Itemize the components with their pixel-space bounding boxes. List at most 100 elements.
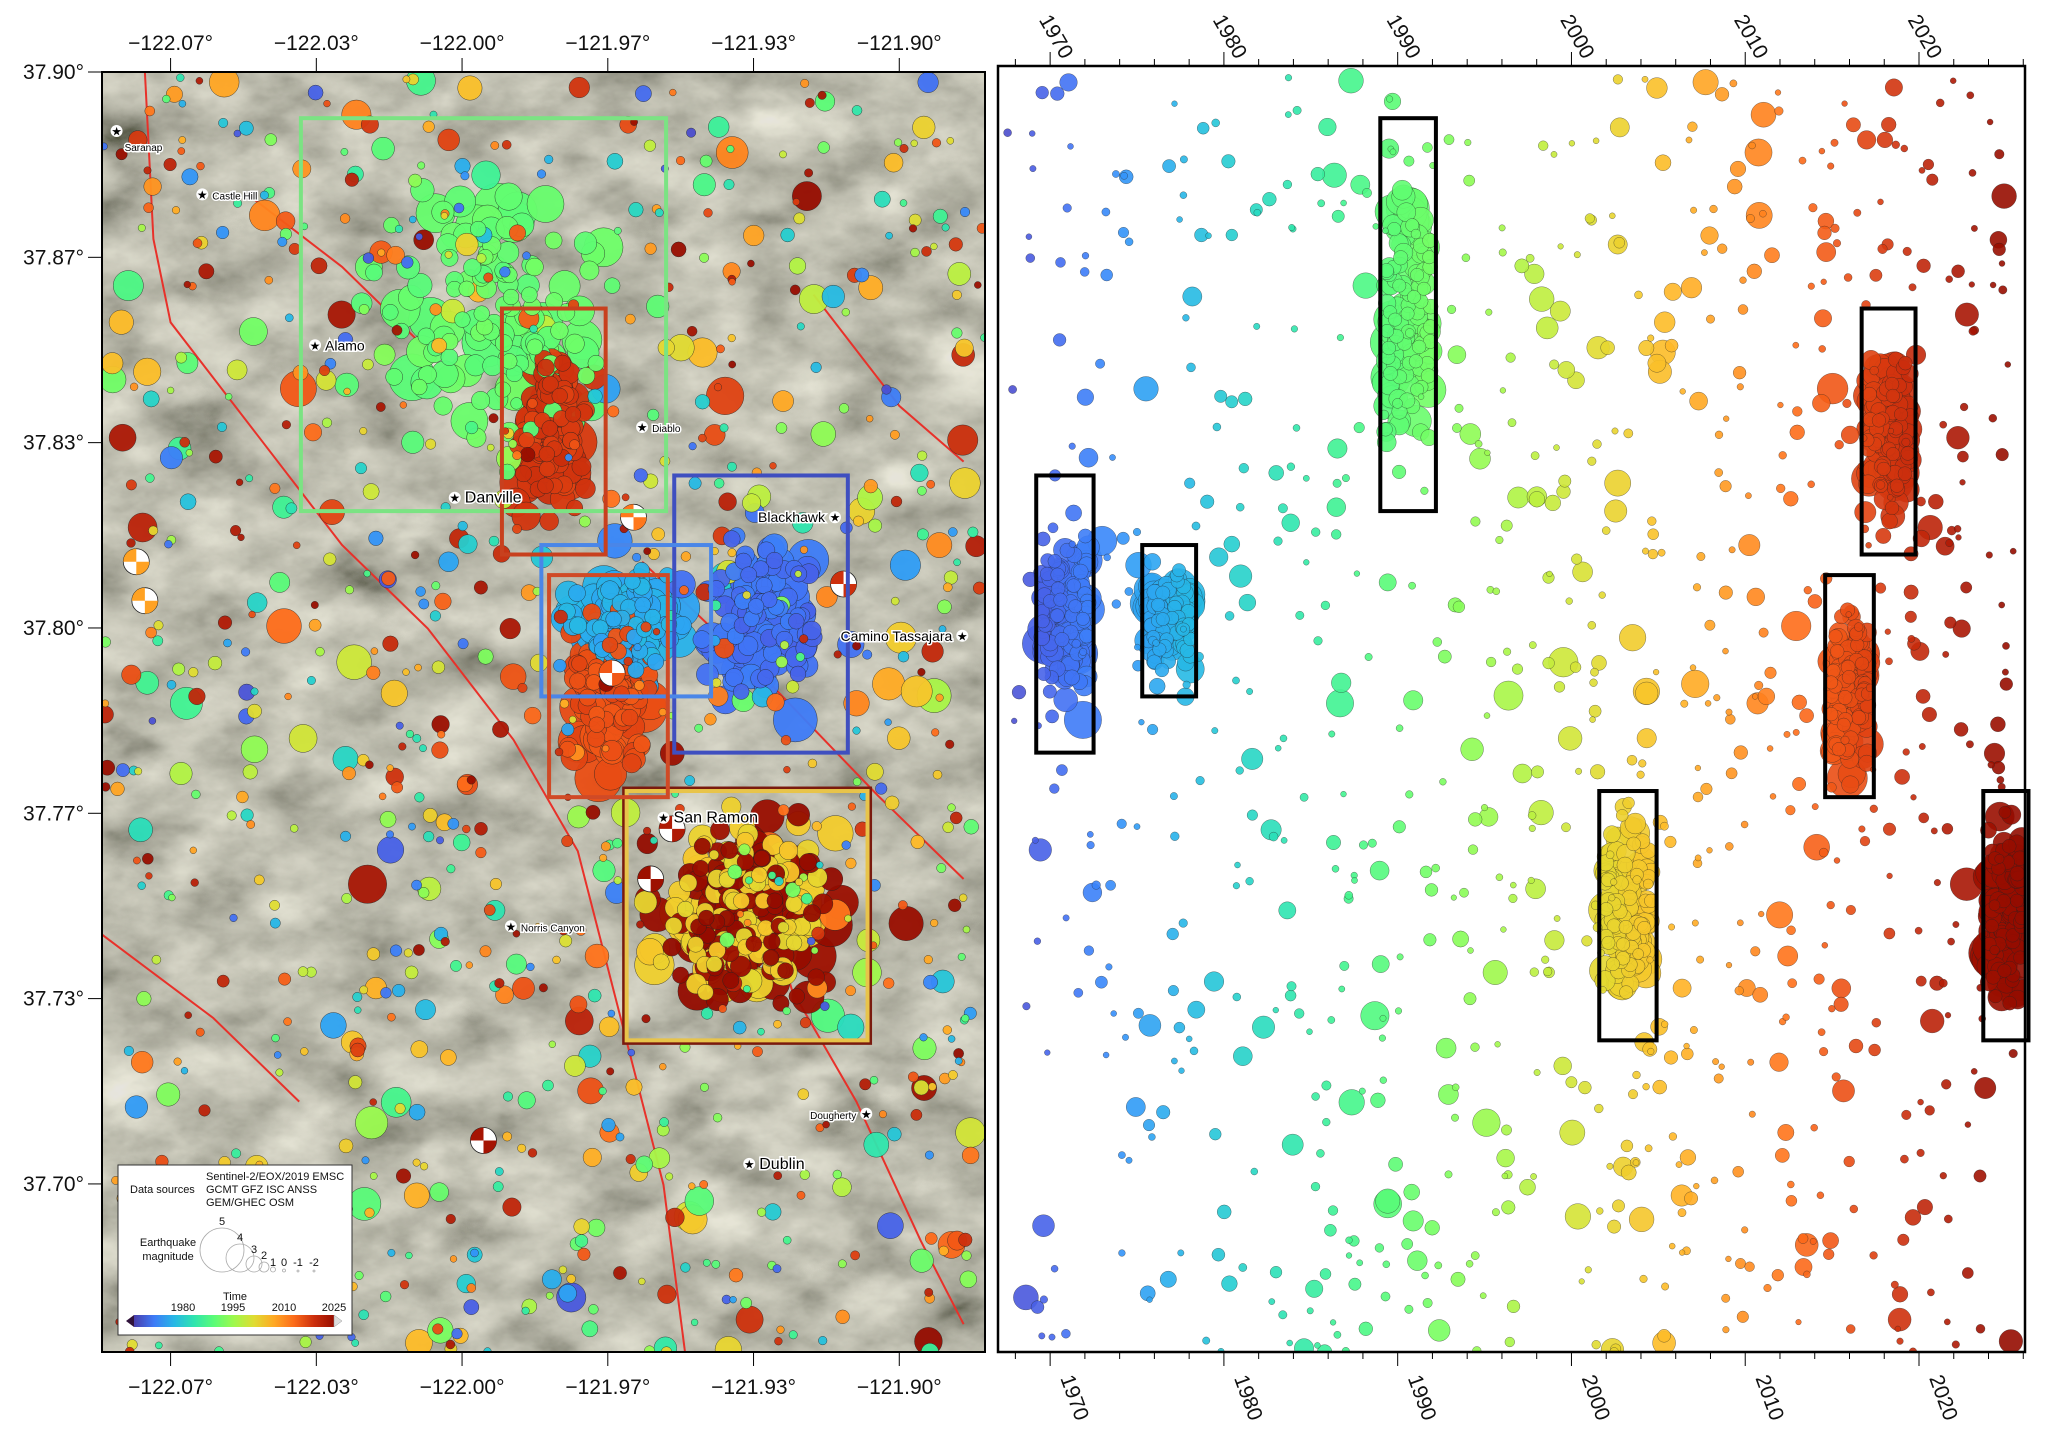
earthquake-marker: [1499, 387, 1506, 394]
earthquake-marker: [844, 914, 852, 923]
earthquake-marker: [643, 547, 652, 556]
earthquake-marker: [1994, 853, 2005, 864]
earthquake-marker: [1529, 286, 1555, 312]
earthquake-marker: [1062, 914, 1070, 922]
earthquake-marker: [145, 473, 155, 483]
longitude-tick-label: −121.97°: [565, 32, 650, 55]
earthquake-marker: [1690, 1026, 1698, 1034]
earthquake-marker: [711, 677, 722, 688]
earthquake-marker: [1653, 669, 1660, 676]
earthquake-marker: [1883, 822, 1896, 836]
earthquake-marker: [1831, 1072, 1841, 1082]
earthquake-marker: [1994, 149, 2005, 160]
earthquake-marker: [1811, 803, 1819, 810]
earthquake-marker: [601, 744, 610, 753]
earthquake-marker: [613, 1266, 627, 1280]
earthquake-marker: [1029, 130, 1036, 137]
earthquake-marker: [926, 532, 953, 558]
earthquake-marker: [1459, 423, 1481, 445]
earthquake-marker: [250, 687, 259, 696]
earthquake-marker: [1367, 838, 1377, 848]
earthquake-marker: [1246, 688, 1253, 695]
earthquake-marker: [935, 693, 944, 702]
earthquake-marker: [1616, 937, 1630, 952]
earthquake-marker: [1109, 454, 1116, 461]
earthquake-marker: [162, 94, 171, 104]
earthquake-marker: [1833, 857, 1841, 864]
earthquake-marker: [1527, 876, 1535, 884]
earthquake-marker: [269, 482, 281, 494]
earthquake-marker: [1701, 249, 1708, 256]
earthquake-marker: [1890, 1280, 1899, 1289]
earthquake-marker: [1467, 844, 1479, 855]
earthquake-marker: [588, 716, 605, 733]
earthquake-marker: [405, 1329, 433, 1352]
earthquake-marker: [1758, 910, 1765, 918]
earthquake-marker: [1664, 835, 1677, 848]
map-highlight-boxes: [298, 116, 873, 1045]
earthquake-marker: [183, 280, 191, 289]
earthquake-marker: [900, 675, 933, 708]
earthquake-marker: [1288, 224, 1296, 231]
earthquake-marker: [1718, 585, 1733, 600]
earthquake-marker: [730, 955, 752, 977]
earthquake-marker: [1295, 611, 1305, 620]
earthquake-marker: [1561, 822, 1571, 833]
earthquake-marker: [910, 139, 918, 147]
earthquake-marker: [780, 735, 792, 746]
earthquake-marker: [910, 463, 929, 482]
earthquake-marker: [503, 1091, 513, 1102]
earthquake-marker: [1450, 1271, 1466, 1287]
earthquake-marker: [947, 262, 971, 286]
earthquake-marker: [601, 1118, 616, 1133]
year-tick-label: 1970: [1055, 1372, 1093, 1424]
earthquake-marker: [1616, 809, 1629, 822]
earthquake-marker: [195, 1027, 205, 1037]
earthquake-marker: [133, 856, 141, 865]
earthquake-marker: [1646, 956, 1654, 964]
focal-mechanism-icon: [830, 570, 857, 598]
earthquake-marker: [917, 486, 927, 496]
earthquake-marker: [788, 988, 805, 1005]
earthquake-marker: [276, 211, 296, 231]
earthquake-marker: [1528, 491, 1545, 508]
star-icon: ★: [310, 339, 321, 353]
earthquake-marker: [706, 376, 745, 415]
earthquake-marker: [1384, 92, 1401, 110]
earthquake-marker: [1388, 1157, 1403, 1172]
earthquake-marker: [1989, 281, 1997, 289]
earthquake-marker: [753, 850, 770, 867]
earthquake-marker: [1887, 427, 1894, 435]
earthquake-marker: [728, 278, 736, 286]
earthquake-marker: [1294, 1338, 1314, 1352]
earthquake-marker: [1452, 930, 1469, 948]
magnitude-label: magnitude: [142, 1251, 193, 1263]
earthquake-marker: [742, 590, 751, 600]
earthquake-marker: [1647, 334, 1655, 342]
earthquake-marker: [1464, 139, 1472, 146]
earthquake-marker: [1382, 227, 1389, 234]
earthquake-marker: [807, 968, 825, 986]
earthquake-marker: [1383, 366, 1398, 381]
earthquake-marker: [1528, 800, 1554, 826]
earthquake-marker: [1638, 759, 1647, 768]
legend-box: [117, 1164, 353, 1336]
longitude-tick-label: −121.93°: [711, 32, 796, 55]
earthquake-marker: [1042, 684, 1057, 699]
earthquake-marker: [786, 803, 810, 827]
earthquake-marker: [965, 535, 985, 557]
earthquake-marker: [451, 1328, 463, 1340]
earthquake-marker: [1936, 98, 1945, 108]
earthquake-marker: [470, 1248, 479, 1258]
earthquake-marker: [370, 647, 379, 655]
earthquake-marker: [179, 437, 190, 448]
earthquake-marker: [774, 1337, 783, 1346]
earthquake-marker: [1351, 877, 1358, 884]
earthquake-marker: [1197, 122, 1210, 135]
earthquake-marker: [348, 1075, 363, 1090]
earthquake-marker: [1472, 1108, 1501, 1137]
earthquake-marker: [729, 1296, 737, 1304]
earthquake-marker: [180, 1067, 189, 1075]
earthquake-marker: [1238, 1263, 1248, 1272]
earthquake-marker: [1100, 268, 1113, 282]
